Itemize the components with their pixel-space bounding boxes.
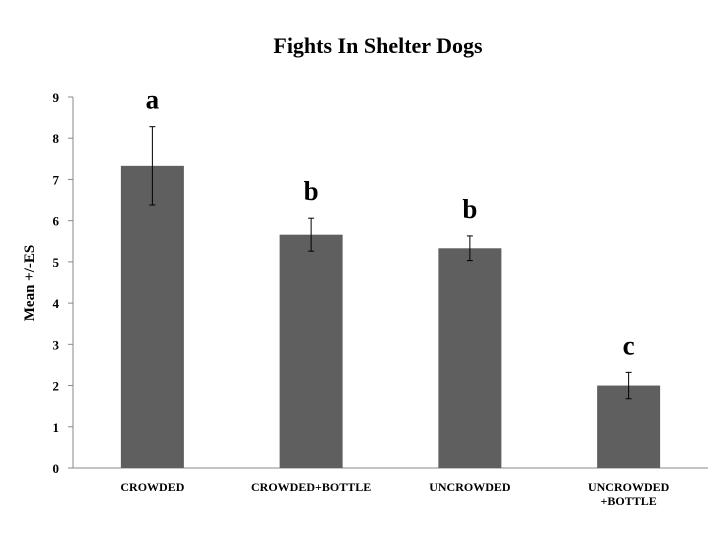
- x-tick-label: UNCROWDED: [429, 480, 511, 494]
- error-bars: [149, 126, 632, 400]
- significance-labels: a b b c: [146, 85, 635, 361]
- y-tick-label: 1: [53, 420, 60, 435]
- error-bar: [308, 217, 315, 252]
- x-tick-label: +BOTTLE: [601, 494, 657, 508]
- y-tick-label: 3: [53, 337, 60, 352]
- significance-label: b: [462, 194, 477, 224]
- bar: [279, 234, 343, 468]
- y-axis-label: Mean +/-ES: [22, 245, 38, 321]
- significance-label: b: [304, 176, 319, 206]
- x-tick-label: UNCROWDED: [588, 480, 670, 494]
- y-tick-label: 8: [53, 131, 60, 146]
- y-tick-label: 9: [53, 90, 60, 105]
- y-tick-label: 2: [53, 379, 60, 394]
- bar: [120, 165, 184, 468]
- error-bar: [625, 371, 632, 400]
- bars: [120, 165, 661, 468]
- significance-label: c: [623, 330, 635, 360]
- x-tick-labels: CROWDED CROWDED+BOTTLE UNCROWDED UNCROWDED+…: [120, 480, 669, 508]
- error-bar: [149, 126, 156, 206]
- y-tick-label: 5: [53, 255, 60, 270]
- significance-label: a: [146, 85, 160, 115]
- error-bar: [466, 235, 473, 262]
- chart-title: Fights In Shelter Dogs: [273, 33, 483, 58]
- y-tick-label: 4: [53, 296, 60, 311]
- bar: [438, 248, 502, 468]
- y-tick-label: 7: [53, 172, 60, 187]
- x-tick-label: CROWDED+BOTTLE: [251, 480, 371, 494]
- y-tick-label: 0: [53, 461, 60, 476]
- bar: [597, 385, 661, 468]
- x-tick-label: CROWDED: [120, 480, 184, 494]
- y-tick-label: 6: [53, 214, 60, 229]
- y-ticks: 0 1 2 3 4 5 6 7 8 9: [53, 90, 73, 476]
